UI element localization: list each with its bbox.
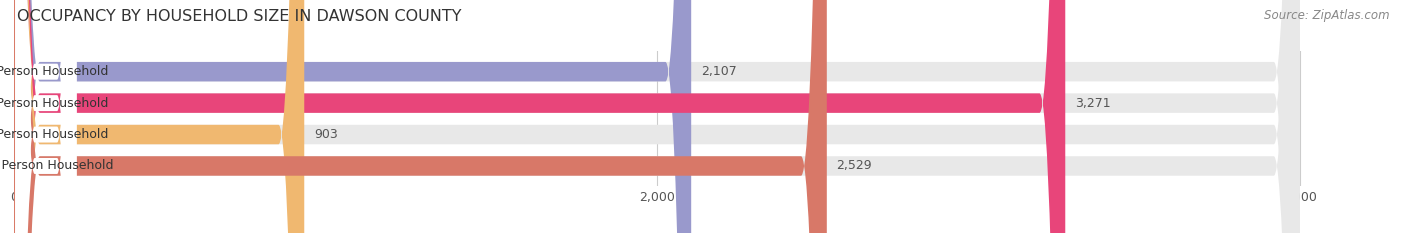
Text: Source: ZipAtlas.com: Source: ZipAtlas.com	[1264, 9, 1389, 22]
FancyBboxPatch shape	[14, 0, 1299, 233]
FancyBboxPatch shape	[14, 0, 692, 233]
FancyBboxPatch shape	[14, 0, 1299, 233]
FancyBboxPatch shape	[14, 0, 827, 233]
FancyBboxPatch shape	[14, 0, 1066, 233]
FancyBboxPatch shape	[14, 0, 304, 233]
Text: 2,529: 2,529	[837, 159, 872, 172]
FancyBboxPatch shape	[15, 0, 76, 233]
Text: 3,271: 3,271	[1076, 97, 1111, 110]
FancyBboxPatch shape	[14, 0, 1299, 233]
Text: 3-Person Household: 3-Person Household	[0, 128, 108, 141]
FancyBboxPatch shape	[14, 0, 1299, 233]
FancyBboxPatch shape	[15, 0, 76, 233]
FancyBboxPatch shape	[15, 0, 76, 233]
Text: 903: 903	[314, 128, 337, 141]
Text: 2,107: 2,107	[700, 65, 737, 78]
FancyBboxPatch shape	[15, 0, 76, 233]
Text: 2-Person Household: 2-Person Household	[0, 97, 108, 110]
Text: 4+ Person Household: 4+ Person Household	[0, 159, 112, 172]
Text: OCCUPANCY BY HOUSEHOLD SIZE IN DAWSON COUNTY: OCCUPANCY BY HOUSEHOLD SIZE IN DAWSON CO…	[17, 9, 461, 24]
Text: 1-Person Household: 1-Person Household	[0, 65, 108, 78]
